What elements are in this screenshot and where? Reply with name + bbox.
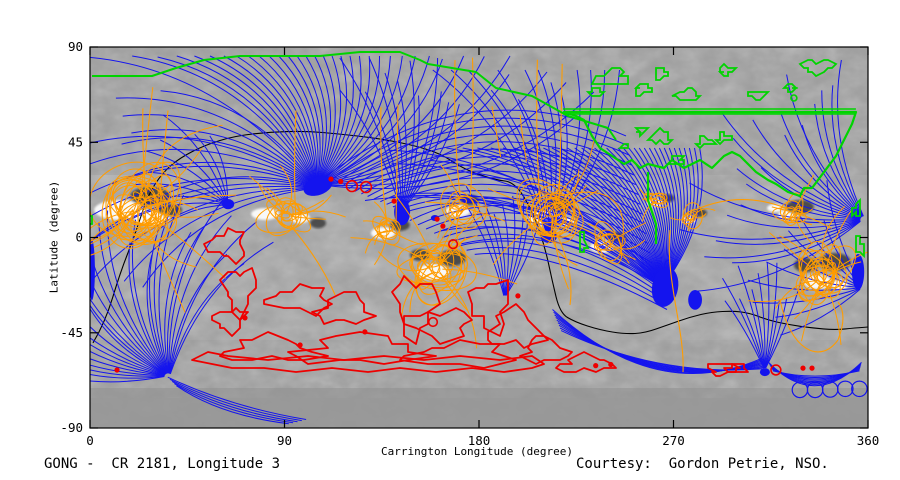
- y-axis-label: Latitude (degree): [47, 180, 61, 294]
- positive-contours-green: [90, 51, 865, 259]
- y-tick-label-90: 90: [68, 39, 83, 54]
- y-tick-label-45: 45: [68, 134, 83, 149]
- neutral-line: [92, 130, 868, 344]
- x-axis-label: Carrington Longitude (degree): [380, 445, 574, 458]
- courtesy-caption: Courtesy: Gordon Petrie, NSO.: [576, 456, 829, 472]
- figure-caption: GONG - CR 2181, Longitude 3: [44, 456, 281, 472]
- open-field-lines-blue: [90, 55, 868, 425]
- closed-field-lines-orange: [90, 57, 868, 373]
- x-tick-label-270: 270: [662, 433, 685, 448]
- x-tick-label-90: 90: [277, 433, 292, 448]
- x-tick-labels: 0 90 180 270 360: [86, 433, 879, 448]
- y-tick-label--45: -45: [60, 325, 83, 340]
- y-tick-labels: 90 45 0 -45 -90: [60, 39, 83, 435]
- y-tick-label-0: 0: [75, 230, 83, 245]
- x-tick-label-360: 360: [857, 433, 880, 448]
- x-tick-label-180: 180: [468, 433, 491, 448]
- magnetogram-background: [90, 47, 868, 428]
- axis-ticks: [89, 46, 869, 429]
- x-tick-label-0: 0: [86, 433, 94, 448]
- negative-contours-red: [114, 176, 815, 377]
- y-tick-label--90: -90: [60, 420, 83, 435]
